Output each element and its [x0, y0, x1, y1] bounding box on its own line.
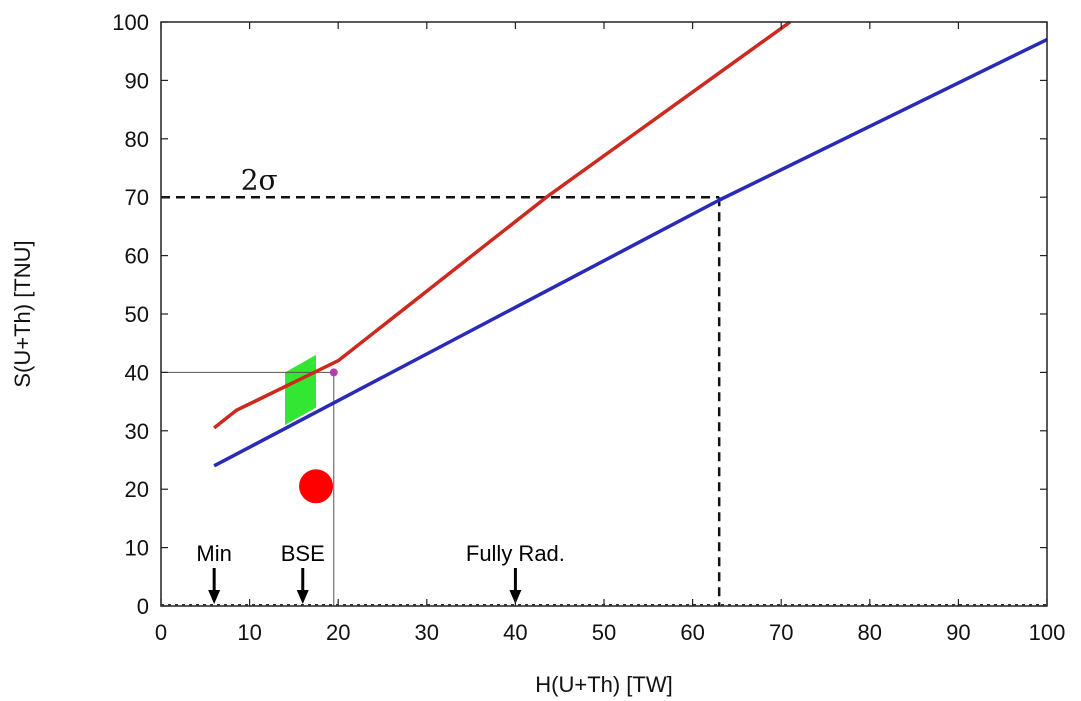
y-tick-label: 30 — [125, 419, 149, 444]
y-tick-label: 60 — [125, 244, 149, 269]
x-tick-label: 40 — [503, 620, 527, 645]
y-tick-label: 80 — [125, 127, 149, 152]
x-tick-label: 0 — [155, 620, 167, 645]
ticks-layer: 0 10 20 30 40 50 60 70 80 90 100 0 10 20 30 40 50 60 70 80 9… — [112, 10, 1065, 645]
y-axis-label: S(U+Th) [TNU] — [10, 240, 35, 387]
arrow-markers-layer: Min BSE Fully Rad. — [196, 541, 565, 604]
sigma-annotation: 2σ — [241, 164, 278, 197]
y-tick-label: 70 — [125, 185, 149, 210]
x-tick-label: 70 — [769, 620, 793, 645]
x-tick-label: 20 — [326, 620, 350, 645]
y-tick-label: 100 — [112, 10, 149, 35]
x-tick-label: 90 — [946, 620, 970, 645]
series-line-0 — [213, 20, 792, 430]
x-tick-label: 80 — [858, 620, 882, 645]
series-layer — [213, 20, 1048, 468]
x-tick-label: 10 — [237, 620, 261, 645]
y-tick-label: 90 — [125, 68, 149, 93]
arrow-label-2: Fully Rad. — [466, 541, 565, 566]
arrow-head-2 — [509, 590, 522, 604]
point-marker-0 — [329, 368, 338, 377]
reference-lines-layer — [161, 195, 721, 606]
x-tick-label: 60 — [680, 620, 704, 645]
point-markers-layer — [299, 368, 338, 504]
arrow-head-0 — [208, 590, 221, 604]
y-tick-label: 10 — [125, 536, 149, 561]
y-tick-label: 50 — [125, 302, 149, 327]
x-tick-label: 100 — [1029, 620, 1066, 645]
y-tick-label: 20 — [125, 477, 149, 502]
x-axis-label: H(U+Th) [TW] — [535, 672, 673, 697]
arrow-label-0: Min — [196, 541, 231, 566]
x-tick-label: 50 — [592, 620, 616, 645]
y-tick-label: 40 — [125, 360, 149, 385]
arrow-head-1 — [296, 590, 309, 604]
plot-frame — [160, 21, 1048, 607]
point-marker-1 — [299, 469, 334, 504]
series-line-1 — [213, 37, 1048, 468]
arrow-label-1: BSE — [281, 541, 325, 566]
y-tick-label: 0 — [137, 594, 149, 619]
x-tick-label: 30 — [415, 620, 439, 645]
